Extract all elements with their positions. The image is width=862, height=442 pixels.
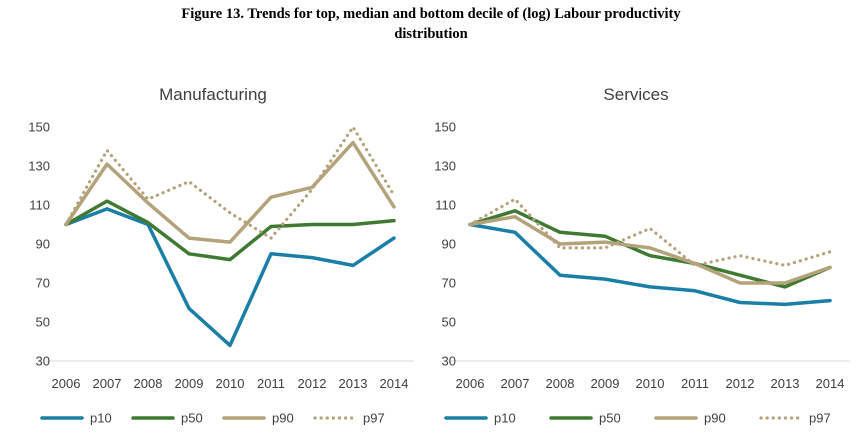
legend-label-p97: p97 xyxy=(363,411,385,426)
x-tick-label: 2010 xyxy=(216,376,245,391)
y-tick-label: 30 xyxy=(36,354,50,369)
series-line-p90 xyxy=(468,214,832,285)
series-line-p10 xyxy=(468,222,832,307)
series-line-p50 xyxy=(64,199,396,262)
x-tick-label: 2008 xyxy=(134,376,163,391)
chart-panel-services: Services 30 50 70 90 110 130 150 2006 2007 2008 200… xyxy=(434,85,850,426)
x-tick-label: 2007 xyxy=(501,376,530,391)
y-tick-label: 30 xyxy=(442,354,456,369)
series-line-p10 xyxy=(64,207,396,348)
x-tick-label: 2014 xyxy=(816,376,845,391)
y-tick-label: 50 xyxy=(36,315,50,330)
figure-title: Figure 13. Trends for top, median and bo… xyxy=(0,4,862,44)
legend-label-p90: p90 xyxy=(704,411,726,426)
legend-label-p90: p90 xyxy=(272,411,294,426)
legend-label-p97: p97 xyxy=(809,411,831,426)
y-tick-label: 110 xyxy=(435,198,456,213)
x-tick-label: 2014 xyxy=(380,376,409,391)
chart-panel-manufacturing: Manufacturing 30 50 70 90 110 130 150 2006 2007 20… xyxy=(28,85,414,426)
legend-label-p10: p10 xyxy=(90,411,112,426)
y-tick-label: 110 xyxy=(29,198,50,213)
x-tick-label: 2011 xyxy=(681,376,709,391)
figure-title-line-2: distribution xyxy=(394,26,468,42)
y-tick-label: 130 xyxy=(434,159,456,174)
x-tick-label: 2012 xyxy=(726,376,755,391)
y-tick-label: 150 xyxy=(434,120,456,135)
x-tick-label: 2012 xyxy=(298,376,327,391)
x-tick-label: 2009 xyxy=(175,376,204,391)
series-line-p97 xyxy=(468,197,832,267)
y-tick-label: 150 xyxy=(28,120,50,135)
series-line-p90 xyxy=(64,140,396,244)
x-tick-label: 2013 xyxy=(339,376,368,391)
figure-title-line-1: Figure 13. Trends for top, median and bo… xyxy=(181,6,681,22)
x-tick-label: 2009 xyxy=(591,376,620,391)
x-tick-label: 2010 xyxy=(636,376,665,391)
x-tick-label: 2006 xyxy=(456,376,485,391)
x-tick-label: 2008 xyxy=(546,376,575,391)
legend-label-p10: p10 xyxy=(494,411,516,426)
chart-title: Services xyxy=(603,85,668,104)
x-tick-label: 2006 xyxy=(52,376,81,391)
x-tick-label: 2013 xyxy=(771,376,800,391)
series-line-p97 xyxy=(64,125,396,240)
x-tick-label: 2011 xyxy=(257,376,285,391)
y-tick-label: 70 xyxy=(442,276,456,291)
y-tick-label: 130 xyxy=(28,159,50,174)
legend-label-p50: p50 xyxy=(599,411,621,426)
y-tick-label: 90 xyxy=(442,237,456,252)
y-tick-label: 90 xyxy=(36,237,50,252)
legend-label-p50: p50 xyxy=(181,411,203,426)
x-tick-label: 2007 xyxy=(93,376,122,391)
y-tick-label: 70 xyxy=(36,276,50,291)
chart-title: Manufacturing xyxy=(159,85,267,104)
y-tick-label: 50 xyxy=(442,315,456,330)
